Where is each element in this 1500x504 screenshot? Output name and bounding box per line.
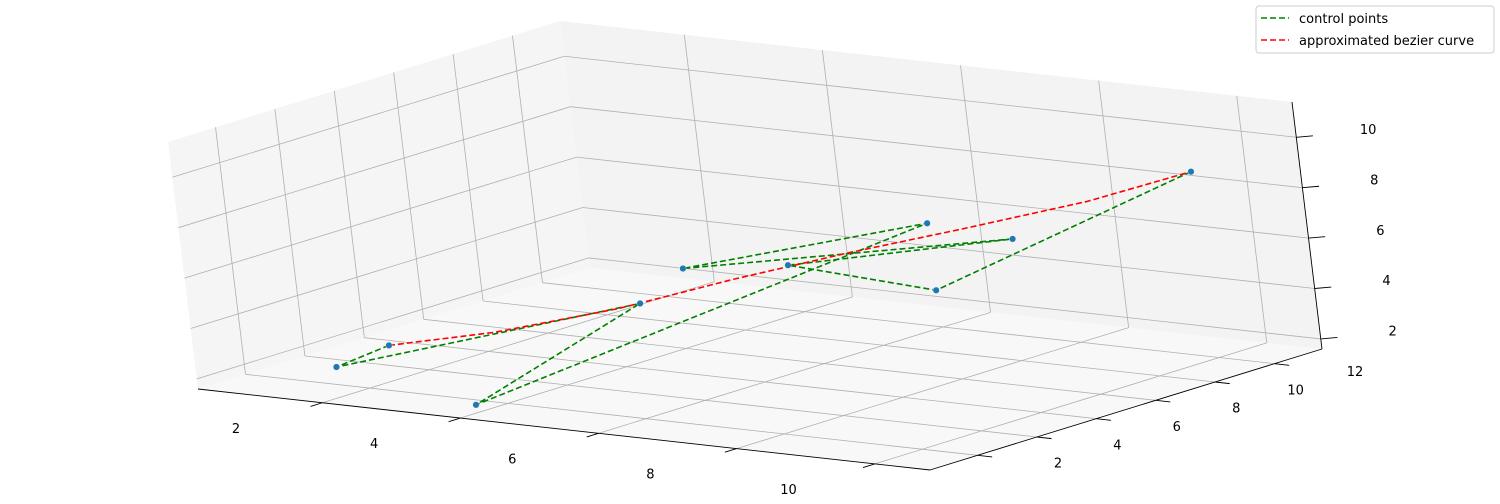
grid-line-x-back bbox=[1236, 95, 1268, 343]
grid-line-y-left bbox=[512, 35, 543, 283]
x-axis-2-tick bbox=[310, 402, 323, 407]
z-axis-2-tick bbox=[1320, 337, 1338, 340]
grid-line-y-left bbox=[333, 90, 365, 338]
y-axis-12-tick bbox=[1274, 363, 1290, 366]
control-point-marker-9 bbox=[1187, 168, 1195, 176]
x-axis-6-label: 6 bbox=[508, 452, 516, 467]
floor-pane bbox=[198, 268, 1322, 470]
grid-line-y-floor bbox=[423, 318, 1156, 401]
y-axis-4-label: 4 bbox=[1113, 438, 1121, 453]
y-axis-8-tick bbox=[1155, 399, 1171, 403]
y-axis-line bbox=[929, 348, 1323, 471]
grid-line-z-back bbox=[576, 156, 1309, 239]
control-point-marker-1 bbox=[332, 363, 340, 371]
control-point-marker-4 bbox=[923, 219, 931, 227]
grid-line-x-back bbox=[683, 34, 715, 282]
y-axis-10-label: 10 bbox=[1287, 383, 1304, 398]
y-axis-6-label: 6 bbox=[1173, 420, 1181, 435]
y-axis-4-tick bbox=[1036, 436, 1052, 440]
x-axis-line bbox=[197, 388, 931, 471]
z-axis-10-label: 10 bbox=[1360, 123, 1377, 138]
grid-line-x-floor bbox=[874, 342, 1267, 465]
y-axis-6-tick bbox=[1096, 418, 1111, 421]
z-axis-4-tick bbox=[1314, 286, 1332, 289]
x-axis-10-tick bbox=[862, 463, 875, 468]
y-axis-2-tick bbox=[977, 454, 993, 458]
z-axis-10-tick bbox=[1296, 135, 1313, 138]
z-axis-8-label: 8 bbox=[1370, 173, 1378, 188]
x-axis-6-tick bbox=[586, 432, 599, 438]
grid-line-y-floor bbox=[364, 337, 1097, 420]
y-axis-12-label: 12 bbox=[1347, 365, 1364, 380]
grid-line-y-left bbox=[393, 72, 425, 320]
x-axis-2-label: 2 bbox=[232, 422, 240, 437]
grid-line-y-left bbox=[452, 53, 484, 302]
x-axis-8-label: 8 bbox=[646, 468, 654, 483]
grid-line-x-back bbox=[822, 49, 853, 298]
grid-line-y-left bbox=[274, 108, 306, 357]
control-point-marker-6 bbox=[1009, 235, 1017, 243]
grid-line-y-left bbox=[215, 127, 246, 375]
grid-line-y-floor bbox=[483, 300, 1216, 383]
grid-line-z-left bbox=[196, 257, 589, 380]
legend-label-bezier-curve: approximated bezier curve bbox=[1299, 34, 1474, 49]
x-axis-4-tick bbox=[448, 417, 461, 423]
grid-line-x-floor bbox=[736, 327, 1129, 449]
left-pane bbox=[168, 21, 590, 389]
z-axis-6-tick bbox=[1308, 236, 1326, 239]
grid-line-z-left bbox=[190, 207, 583, 329]
legend-frame bbox=[1255, 5, 1495, 54]
control-point-marker-2 bbox=[636, 299, 644, 307]
z-axis-line bbox=[1291, 101, 1323, 350]
legend: control points approximated bezier curve bbox=[1255, 5, 1495, 54]
grid-line-y-floor bbox=[304, 355, 1037, 438]
axes-panes bbox=[168, 21, 1322, 470]
grid-line-z-left bbox=[172, 55, 565, 178]
grid-line-z-back bbox=[582, 207, 1315, 289]
back-pane bbox=[560, 21, 1322, 349]
grid-line-z-left bbox=[178, 106, 571, 229]
y-axis-10-tick bbox=[1215, 381, 1230, 385]
control-point-marker-3 bbox=[472, 401, 480, 409]
z-axis-2-label: 2 bbox=[1389, 325, 1397, 340]
control-point-marker-8 bbox=[932, 286, 940, 294]
control-point-marker-7 bbox=[784, 261, 792, 269]
tick-marks: 2 4 6 8 10 2 4 6 8 10 12 2 4 6 8 10 bbox=[232, 123, 1397, 498]
z-axis-4-label: 4 bbox=[1382, 274, 1390, 289]
axis-lines bbox=[197, 101, 1323, 471]
grid-line-x-back bbox=[1098, 80, 1130, 328]
grid-line-x-floor bbox=[322, 281, 715, 404]
y-axis-8-label: 8 bbox=[1232, 402, 1240, 417]
control-point-markers bbox=[332, 168, 1195, 409]
grid-lines bbox=[172, 34, 1321, 465]
grid-line-x-back bbox=[960, 65, 991, 313]
grid-line-z-back bbox=[588, 257, 1321, 340]
x-axis-4-label: 4 bbox=[370, 437, 378, 452]
control-point-marker-5 bbox=[679, 264, 687, 272]
y-axis-2-label: 2 bbox=[1054, 457, 1062, 472]
grid-line-z-left bbox=[184, 156, 577, 279]
x-axis-10-label: 10 bbox=[780, 483, 797, 498]
z-axis-6-label: 6 bbox=[1376, 224, 1384, 239]
control-points-line bbox=[335, 170, 1192, 406]
control-point-marker-0 bbox=[385, 341, 393, 349]
x-axis-8-tick bbox=[724, 448, 737, 453]
legend-label-control-points: control points bbox=[1299, 12, 1388, 27]
grid-line-x-floor bbox=[598, 311, 991, 434]
grid-line-x-floor bbox=[460, 296, 853, 419]
z-axis-8-tick bbox=[1302, 185, 1320, 189]
grid-line-z-back bbox=[564, 55, 1297, 138]
grid-line-y-floor bbox=[245, 373, 978, 456]
